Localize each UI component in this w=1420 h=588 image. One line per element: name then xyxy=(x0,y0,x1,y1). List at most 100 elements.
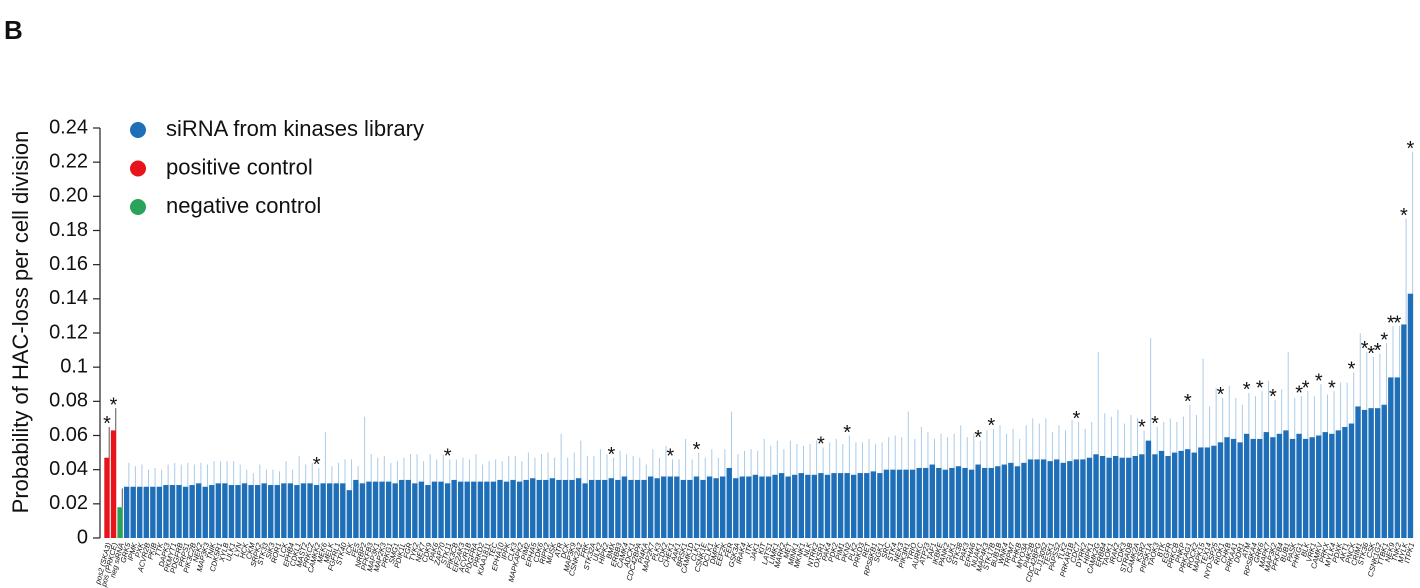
bar xyxy=(1014,466,1021,538)
bar xyxy=(1316,435,1322,538)
x-tick-label: NLK xyxy=(801,541,814,558)
significance-star: * xyxy=(1361,338,1369,360)
bar xyxy=(615,479,621,538)
x-tick-label: CSK xyxy=(1364,541,1377,559)
bar xyxy=(896,469,903,538)
bar xyxy=(857,473,863,538)
bar xyxy=(837,473,844,538)
bar xyxy=(523,479,529,538)
y-tick-label: 0.04 xyxy=(49,458,88,480)
significance-star: * xyxy=(1217,384,1225,406)
bar xyxy=(228,485,235,538)
significance-star: * xyxy=(1295,382,1303,404)
y-tick-label: 0.22 xyxy=(49,150,88,172)
bar xyxy=(281,483,287,538)
significance-star: * xyxy=(843,422,851,444)
y-axis-title: Probability of HAC-loss per cell divisio… xyxy=(8,131,33,514)
bar xyxy=(1257,438,1263,538)
bar xyxy=(641,479,647,538)
bar xyxy=(215,483,222,538)
bar xyxy=(700,479,706,538)
bar xyxy=(1086,457,1093,538)
bar xyxy=(490,481,497,538)
bar xyxy=(687,479,693,538)
x-tick-label: TTK xyxy=(153,541,166,558)
significance-star: * xyxy=(974,427,982,449)
bar xyxy=(451,479,457,538)
bar xyxy=(372,481,379,538)
bar xyxy=(516,481,523,538)
bar xyxy=(104,457,110,538)
x-tick-label: BLK xyxy=(1299,541,1312,558)
bar xyxy=(425,485,431,538)
bar xyxy=(169,485,176,538)
significance-star: * xyxy=(1302,377,1310,399)
x-tick-label: KIT xyxy=(756,540,768,555)
bar xyxy=(1099,456,1106,538)
bar xyxy=(628,479,634,538)
significance-star: * xyxy=(313,454,321,476)
bar xyxy=(143,486,149,538)
bar xyxy=(582,483,588,538)
bar xyxy=(464,481,470,538)
x-tick-label: FGR xyxy=(401,541,414,559)
bar xyxy=(1093,454,1099,538)
bar xyxy=(903,469,909,538)
bar xyxy=(254,485,261,538)
bar xyxy=(556,479,562,538)
bar xyxy=(1342,426,1348,538)
bar xyxy=(1244,433,1250,538)
x-tick-label: PIM1 xyxy=(833,542,846,561)
bar xyxy=(274,485,280,538)
bar xyxy=(110,430,117,538)
bar xyxy=(1191,452,1197,538)
bar xyxy=(1309,437,1315,538)
x-tick-label: TAF1 xyxy=(925,542,938,562)
bar xyxy=(1322,432,1328,538)
x-tick-label: FRK xyxy=(578,541,591,559)
bar xyxy=(1139,454,1145,538)
bar xyxy=(877,473,883,538)
significance-star: * xyxy=(444,446,452,468)
bar xyxy=(759,476,765,538)
bar xyxy=(621,476,628,538)
bar xyxy=(1289,438,1296,538)
panel-label: B xyxy=(4,15,23,45)
bar xyxy=(733,478,739,538)
bar xyxy=(778,473,785,538)
x-tick-label: SRC xyxy=(880,541,893,559)
bar xyxy=(458,481,464,538)
bar xyxy=(765,476,772,538)
bar xyxy=(1283,430,1289,538)
bar xyxy=(1119,457,1125,538)
bar xyxy=(1217,442,1224,538)
bar xyxy=(595,479,601,538)
bar xyxy=(929,464,935,538)
legend-marker xyxy=(130,160,146,177)
bar xyxy=(831,473,837,538)
bar xyxy=(510,479,516,538)
bar xyxy=(137,486,143,538)
bar xyxy=(1171,452,1178,538)
bar xyxy=(300,483,307,538)
y-tick-label: 0.02 xyxy=(49,492,88,514)
bar xyxy=(654,478,660,538)
bar xyxy=(1054,459,1060,538)
legend-label: negative control xyxy=(166,193,321,218)
bar xyxy=(1348,423,1355,538)
x-tick-label: CKM xyxy=(244,541,257,560)
bar xyxy=(909,469,916,538)
bar xyxy=(287,483,294,538)
x-tick-label: HCK xyxy=(238,541,251,560)
bar xyxy=(1329,433,1335,538)
bar xyxy=(602,479,608,538)
bar xyxy=(1001,464,1008,538)
y-tick-label: 0.20 xyxy=(49,185,88,207)
bar xyxy=(1224,437,1230,538)
bar xyxy=(680,479,687,538)
bar xyxy=(1073,459,1080,538)
x-tick-label: ATM xyxy=(1240,541,1253,560)
bar xyxy=(438,481,444,538)
x-tick-label: BTK xyxy=(1155,541,1168,558)
y-tick-label: 0.12 xyxy=(49,321,88,343)
